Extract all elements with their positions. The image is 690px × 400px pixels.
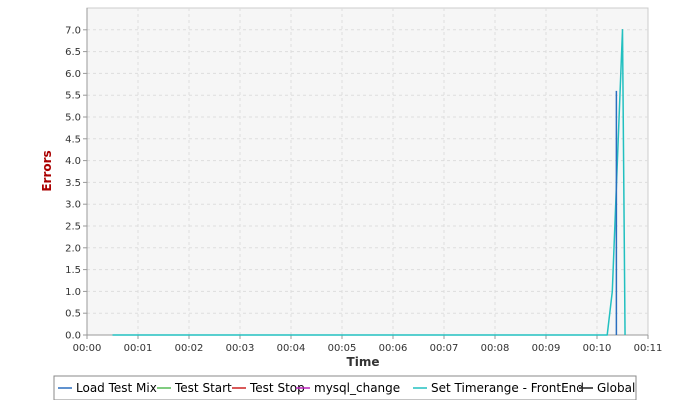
legend-label: Load Test Mix [76, 381, 157, 395]
y-tick-label: 2.5 [65, 222, 81, 233]
y-tick-label: 0.0 [65, 331, 81, 342]
y-tick-label: 1.0 [65, 287, 81, 298]
y-tick-label: 7.0 [65, 25, 81, 36]
x-tick-label: 00:10 [583, 343, 612, 354]
series-lines [112, 29, 626, 336]
x-tick-label: 00:07 [430, 343, 459, 354]
x-tick-label: 00:08 [481, 343, 510, 354]
x-tick-label: 00:05 [328, 343, 357, 354]
y-tick-label: 4.5 [65, 134, 81, 145]
gridlines [87, 8, 648, 335]
y-tick-label: 0.5 [65, 309, 81, 320]
legend-label: Test Stop [249, 381, 305, 395]
plot-area [86, 7, 649, 336]
y-tick-label: 2.0 [65, 243, 81, 254]
y-axis-title: Errors [40, 150, 54, 191]
legend-label: Test Start [174, 381, 232, 395]
y-tick-label: 6.5 [65, 47, 81, 58]
y-tick-label: 4.0 [65, 156, 81, 167]
y-tick-label: 3.0 [65, 200, 81, 211]
x-tick-label: 00:02 [175, 343, 204, 354]
y-tick-label: 6.0 [65, 69, 81, 80]
legend: Load Test Mix Test Start Test Stop mysql_ch… [53, 375, 637, 400]
x-axis-title: Time [347, 355, 380, 369]
legend-box [53, 375, 637, 400]
y-tick-label: 5.5 [65, 91, 81, 102]
y-tick-label: 3.5 [65, 178, 81, 189]
legend-label: Set Timerange - FrontEnd [431, 381, 584, 395]
y-tick-label: 5.0 [65, 113, 81, 124]
x-tick-label: 00:09 [532, 343, 561, 354]
x-tick-label: 00:03 [226, 343, 255, 354]
x-tick-label: 00:01 [124, 343, 153, 354]
y-tick-label: 1.5 [65, 265, 81, 276]
series-line-set-timerange-frontend [112, 29, 626, 336]
legend-label: mysql_change [314, 381, 400, 395]
legend-items: Load Test Mix Test Start Test Stop mysql_ch… [58, 381, 635, 395]
tick-labels: 00:00 00:01 00:02 00:03 00:04 00:05 00:06 00:07… [65, 25, 662, 354]
x-tick-label: 00:00 [73, 343, 102, 354]
x-tick-label: 00:06 [379, 343, 408, 354]
legend-label: Global [597, 381, 635, 395]
x-tick-label: 00:04 [277, 343, 306, 354]
x-tick-label: 00:11 [634, 343, 663, 354]
